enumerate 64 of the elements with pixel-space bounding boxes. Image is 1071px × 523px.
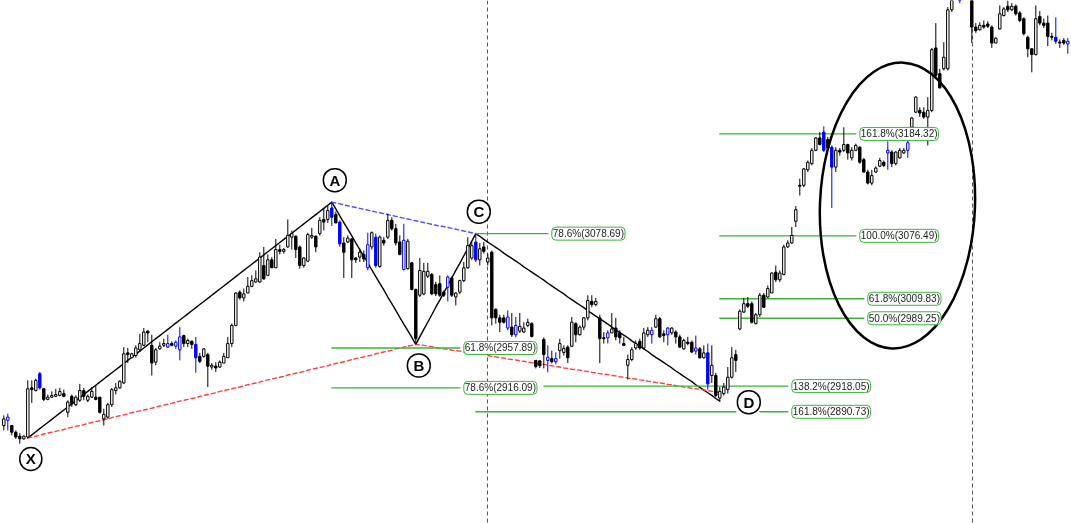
series-label: 138.2%(2918.05) — [792, 380, 870, 392]
candlestick — [338, 219, 342, 248]
annotation: X — [25, 450, 36, 468]
candlestick — [750, 300, 754, 325]
candlestick — [142, 327, 146, 347]
candlestick — [366, 232, 370, 271]
candlestick — [138, 333, 142, 353]
candlestick — [794, 205, 798, 228]
candlestick — [1022, 16, 1026, 37]
candlestick — [694, 335, 698, 356]
candlestick — [506, 309, 510, 331]
series-label: 61.8%(2957.89) — [464, 342, 536, 354]
candlestick — [330, 201, 334, 227]
series-label: 78.6%(3078.69) — [552, 228, 624, 240]
candlestick — [822, 125, 826, 153]
candlestick — [998, 4, 1002, 31]
candlestick — [262, 246, 266, 281]
annotation: A — [329, 171, 341, 189]
series-label: 161.8%(3184.32) — [860, 128, 938, 140]
candlestick — [342, 236, 346, 279]
series-label: 100.0%(3076.49) — [860, 230, 938, 242]
candlestick — [990, 24, 994, 49]
candlestick — [510, 312, 514, 338]
series-label: 50.0%(2989.25) — [868, 312, 940, 324]
candlestick — [1026, 35, 1030, 58]
candlestick — [446, 274, 450, 302]
candlestick — [614, 317, 618, 341]
candlestick — [206, 352, 210, 388]
candlestick — [1054, 16, 1058, 45]
candlestick — [830, 144, 834, 209]
annotation: C — [473, 203, 485, 221]
candlestick — [658, 316, 662, 339]
candlestick — [322, 207, 326, 232]
candlestick — [386, 213, 390, 240]
series-label: 78.6%(2916.09) — [464, 382, 536, 394]
candlestick — [546, 344, 550, 373]
candlestick — [274, 238, 278, 269]
candlestick — [478, 242, 482, 267]
candlestick — [1046, 15, 1050, 47]
candlestick — [350, 237, 354, 279]
candlestick — [558, 338, 562, 360]
candlestick — [598, 314, 602, 364]
candlestick — [194, 336, 198, 374]
annotation: B — [413, 356, 425, 374]
candlestick — [610, 312, 614, 334]
candlestick — [642, 327, 646, 351]
candlestick — [518, 312, 522, 334]
candlestick — [574, 321, 578, 343]
candlestick — [834, 146, 838, 173]
candlestick — [438, 274, 442, 298]
candlestick — [542, 336, 546, 369]
series-label: 61.8%(3009.83) — [868, 293, 940, 305]
series-label: 161.8%(2890.73) — [792, 406, 870, 418]
candlestick — [178, 326, 182, 361]
candlestick — [78, 383, 82, 403]
candlestick — [514, 316, 518, 338]
candlestick — [666, 326, 670, 346]
candlestick — [422, 262, 426, 296]
annotation: D — [743, 393, 755, 411]
candlestick — [842, 126, 846, 153]
candlestick — [150, 334, 154, 376]
candlestick — [474, 233, 478, 263]
candlestick — [450, 275, 454, 298]
candlestick — [286, 218, 290, 249]
